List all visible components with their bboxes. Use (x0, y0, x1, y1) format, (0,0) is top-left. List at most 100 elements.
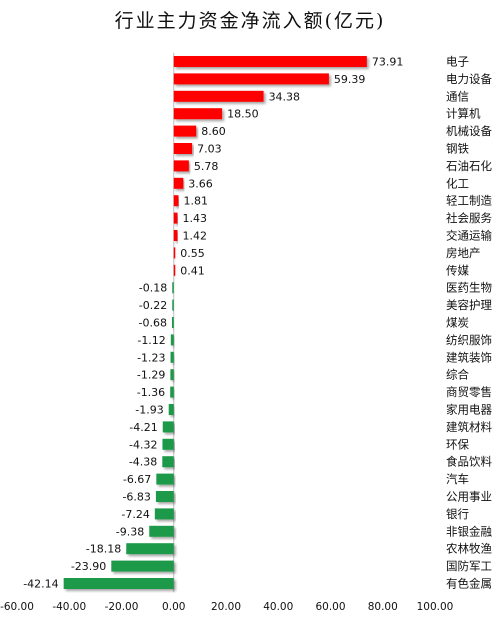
value-label: 0.55 (180, 247, 205, 260)
category-label: 石油石化 (446, 159, 492, 173)
category-label: 社会服务 (446, 211, 492, 225)
bar-银行 (154, 508, 174, 520)
value-label: -4.38 (129, 456, 157, 469)
bar-轻工制造 (173, 195, 179, 207)
category-label: 综合 (446, 368, 469, 382)
bar-化工 (173, 177, 184, 189)
category-label: 计算机 (446, 107, 481, 121)
bar-机械设备 (173, 125, 197, 137)
bar-农林牧渔 (126, 543, 174, 555)
value-label: 8.60 (201, 125, 226, 138)
bar-有色金属 (63, 578, 174, 589)
value-label: -1.29 (137, 369, 165, 382)
bar-建筑材料 (162, 421, 174, 433)
category-label: 非银金融 (446, 524, 492, 538)
value-label: 0.41 (180, 264, 205, 277)
category-label: 农林牧渔 (446, 542, 492, 556)
bar-国防军工 (111, 560, 174, 572)
category-label: 建筑装饰 (446, 350, 492, 364)
value-label: -1.93 (135, 404, 163, 417)
bar-计算机 (173, 108, 223, 120)
value-label: -4.32 (129, 438, 157, 451)
bar-食品饮料 (162, 456, 174, 468)
bar-传媒 (173, 264, 176, 276)
value-label: 5.78 (194, 160, 219, 173)
category-label: 银行 (446, 507, 469, 521)
value-label: -0.22 (139, 299, 167, 312)
bar-纺织服饰 (170, 334, 174, 346)
bar-社会服务 (173, 212, 178, 224)
value-label: -9.38 (116, 525, 144, 538)
category-label: 食品饮料 (446, 455, 492, 469)
bar-电力设备 (173, 73, 329, 85)
bar-建筑装饰 (170, 351, 174, 363)
value-label: -42.14 (23, 578, 58, 591)
x-tick-label: 0.00 (162, 601, 185, 613)
value-label: -7.24 (121, 508, 149, 521)
bar-家用电器 (168, 404, 174, 415)
value-label: 3.66 (188, 177, 213, 190)
value-label: -0.68 (139, 317, 167, 330)
bar-非银金融 (149, 525, 174, 537)
bar-美容护理 (172, 299, 174, 311)
x-tick-label: -40.00 (52, 601, 86, 613)
value-label: 18.50 (227, 108, 258, 121)
category-label: 医药生物 (446, 281, 492, 295)
category-label: 纺织服饰 (446, 333, 492, 347)
bar-环保 (162, 438, 174, 450)
category-label: 轻工制造 (446, 194, 492, 208)
bar-综合 (170, 369, 174, 381)
category-label: 房地产 (446, 246, 481, 260)
chart-title: 行业主力资金净流入额(亿元) (114, 10, 386, 32)
bar-钢铁 (173, 143, 193, 154)
category-label: 家用电器 (446, 403, 492, 417)
value-label: 1.43 (182, 212, 207, 225)
category-label: 电力设备 (446, 72, 492, 86)
category-label: 环保 (446, 437, 469, 451)
bar-石油石化 (173, 160, 189, 172)
x-tick-label: 60.00 (315, 601, 345, 613)
category-label: 煤炭 (446, 316, 469, 330)
value-label: 59.39 (334, 73, 366, 86)
x-tick-label: -20.00 (105, 601, 139, 613)
bar-医药生物 (172, 282, 174, 294)
category-label: 公用事业 (446, 490, 492, 504)
bar-公用事业 (155, 491, 174, 502)
category-label: 国防军工 (446, 559, 492, 573)
bar-交通运输 (173, 230, 178, 241)
category-label: 化工 (446, 176, 469, 190)
category-label: 美容护理 (446, 298, 492, 312)
bar-电子 (173, 56, 367, 67)
category-label: 钢铁 (446, 142, 469, 156)
category-label: 交通运输 (446, 229, 492, 243)
value-label: -1.36 (137, 386, 165, 399)
value-label: 7.03 (197, 143, 222, 156)
value-label: 1.42 (182, 230, 207, 243)
value-label: -0.18 (139, 282, 167, 295)
x-tick-label: 40.00 (263, 601, 293, 613)
value-label: -6.67 (123, 473, 151, 486)
category-label: 电子 (446, 55, 469, 69)
x-tick-label: 80.00 (368, 601, 398, 613)
value-label: 34.38 (269, 90, 301, 103)
category-label: 机械设备 (446, 124, 492, 138)
bar-商贸零售 (170, 386, 174, 398)
category-label: 通信 (446, 89, 469, 103)
value-label: -23.90 (71, 560, 106, 573)
value-label: -18.18 (86, 543, 121, 556)
bar-煤炭 (171, 317, 174, 328)
value-label: -1.12 (137, 334, 165, 347)
category-label: 商贸零售 (446, 385, 492, 399)
category-label: 汽车 (446, 472, 469, 486)
x-tick-label: 100.00 (417, 601, 454, 613)
bar-通信 (173, 90, 264, 102)
value-label: -6.83 (122, 491, 150, 504)
bar-房地产 (173, 247, 176, 259)
category-label: 有色金属 (446, 577, 492, 591)
value-label: 1.81 (183, 195, 208, 208)
category-label: 传媒 (446, 263, 469, 277)
x-tick-label: -60.00 (0, 601, 34, 613)
bar-汽车 (156, 473, 174, 485)
value-label: 73.91 (372, 56, 404, 69)
value-label: -4.21 (129, 421, 157, 434)
